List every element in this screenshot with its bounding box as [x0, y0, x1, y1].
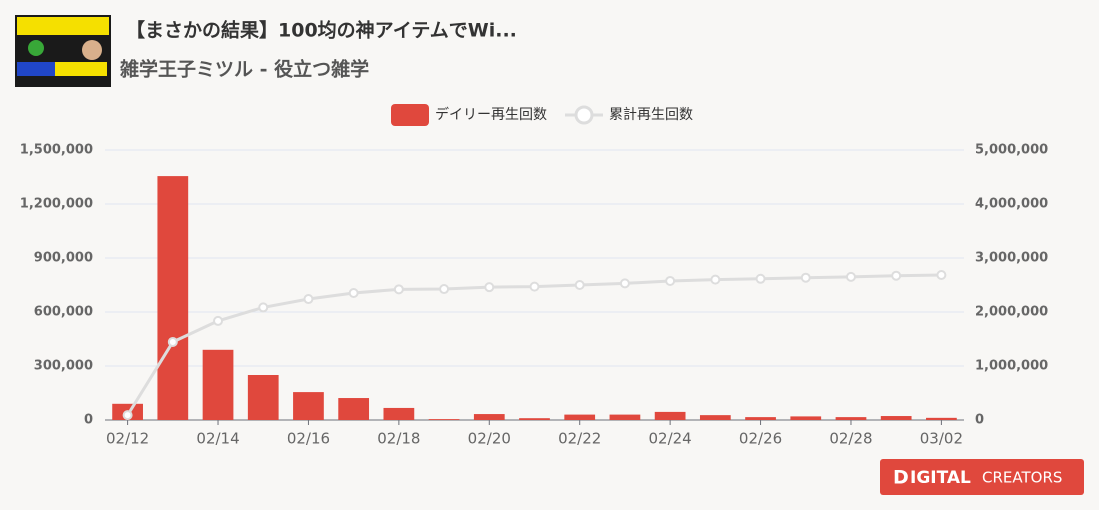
y2-tick-label: 1,000,000	[975, 359, 1048, 374]
x-tick-label: 02/20	[468, 430, 511, 448]
y2-tick-label: 5,000,000	[975, 143, 1048, 158]
y-tick-label: 1,500,000	[20, 143, 93, 158]
bar	[519, 418, 550, 420]
logo[interactable]: D IGITAL CREATORS	[880, 459, 1084, 495]
line-point	[258, 302, 269, 313]
x-tick-label: 03/02	[920, 430, 963, 448]
legend-swatch	[574, 105, 594, 125]
y-tick-label: 0	[84, 413, 93, 428]
legend-label: 累計再生回数	[609, 107, 693, 123]
channel-name: 雑学王子ミツル - 役立つ雑学	[119, 58, 369, 81]
line-point	[755, 273, 766, 284]
y2-tick-label: 4,000,000	[975, 197, 1048, 212]
y-tick-label: 1,200,000	[20, 197, 93, 212]
bar	[699, 415, 731, 420]
line-point	[122, 410, 133, 421]
bar	[383, 407, 415, 420]
bar	[880, 416, 912, 420]
x-tick-label: 02/24	[649, 430, 692, 448]
logo-box[interactable]	[880, 459, 1084, 495]
chart: 0 300,000 600,000 900,000 1,200,000 1,500,000…	[20, 104, 1048, 448]
x-tick-label: 02/28	[829, 430, 872, 448]
line-point	[529, 281, 540, 292]
video-title: 【まさかの結果】100均の神アイテムでWi...	[126, 19, 517, 42]
legend-label: デイリー再生回数	[435, 106, 547, 123]
x-tick-label: 02/18	[377, 430, 420, 448]
bar	[654, 411, 686, 420]
logo-tail[interactable]: CREATORS	[982, 469, 1062, 487]
bar	[338, 398, 370, 420]
x-tick-label: 02/16	[287, 430, 330, 448]
y2-tick-label: 3,000,000	[975, 251, 1048, 266]
y2-tick-label: 2,000,000	[975, 305, 1048, 320]
line-point	[167, 336, 178, 347]
line-point	[800, 272, 811, 283]
line-point	[393, 284, 404, 295]
line-point	[574, 280, 585, 290]
y-tick-label: 600,000	[34, 305, 93, 320]
line-point	[213, 315, 224, 326]
y2-tick-label: 0	[975, 413, 984, 428]
bar	[247, 375, 279, 420]
y-tick-label: 300,000	[34, 359, 93, 374]
bar	[202, 349, 234, 420]
bar	[926, 417, 957, 420]
bar	[564, 414, 596, 420]
x-tick-label: 02/26	[739, 430, 782, 448]
line-point	[936, 270, 947, 281]
y-tick-label: 900,000	[34, 251, 93, 266]
line-point	[619, 278, 630, 289]
line-point	[484, 282, 495, 293]
line-point	[303, 294, 314, 305]
bar	[428, 419, 460, 420]
logo-word[interactable]: IGITAL	[910, 468, 971, 488]
bar	[790, 416, 822, 420]
bar	[609, 414, 641, 420]
line-point	[891, 270, 902, 281]
line-point	[439, 284, 450, 295]
logo-mark[interactable]: D	[893, 467, 909, 489]
bar	[157, 176, 189, 420]
legend-swatch	[391, 104, 429, 126]
x-tick-label: 02/12	[106, 430, 149, 448]
line-point	[348, 287, 359, 298]
bar	[473, 414, 505, 420]
line-point	[665, 275, 676, 286]
bar	[835, 417, 867, 420]
thumbnail	[15, 15, 111, 87]
bar	[293, 392, 324, 420]
bar	[745, 417, 776, 420]
x-tick-label: 02/22	[558, 430, 601, 448]
x-tick-label: 02/14	[196, 430, 239, 448]
line-point	[845, 271, 856, 282]
line-point	[710, 274, 721, 285]
